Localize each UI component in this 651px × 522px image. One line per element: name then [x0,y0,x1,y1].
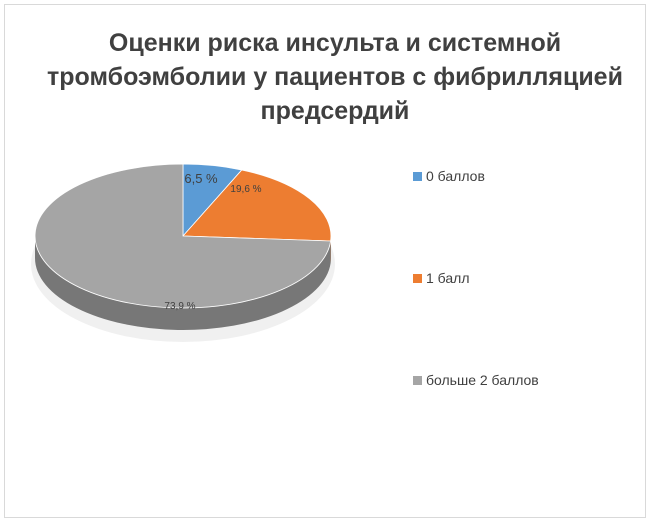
legend: 0 баллов 1 балл больше 2 баллов [413,0,643,420]
legend-label: 0 баллов [426,168,485,184]
legend-item-1-ball: 1 балл [413,270,470,286]
data-label-2: 73,9 % [164,301,195,312]
pie-rim [34,163,332,309]
legend-swatch [413,171,422,181]
legend-swatch [413,273,422,283]
legend-label: больше 2 баллов [426,372,539,388]
pie-side-2 [35,236,331,330]
legend-swatch [413,375,422,385]
legend-item-0-ballov: 0 баллов [413,168,485,184]
legend-label: 1 балл [426,270,470,286]
pie-slice-2 [34,163,332,309]
pie-slice-1 [182,169,332,242]
chart-title: Оценки риска инсульта и системной тромбо… [47,29,623,125]
legend-item-bolshe-2-ballov: больше 2 баллов [413,372,539,388]
data-label-0: 6,5 % [184,171,218,186]
data-label-1: 19,6 % [230,184,261,195]
